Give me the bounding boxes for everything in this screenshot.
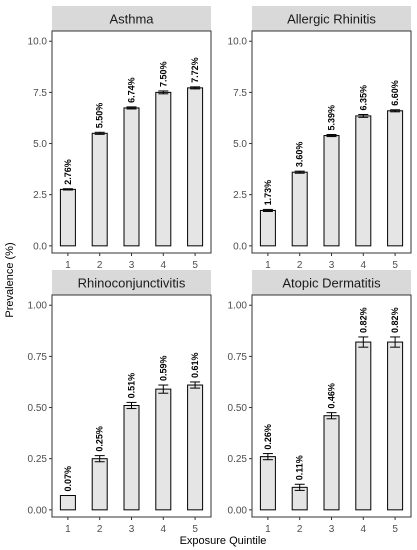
x-tick-label: 5 <box>192 260 198 271</box>
y-tick-label: 0.75 <box>228 352 248 363</box>
x-tick-label: 3 <box>329 524 335 535</box>
bar <box>259 456 276 511</box>
bar <box>59 495 76 511</box>
bar <box>91 132 108 247</box>
x-tick-label: 2 <box>97 260 103 271</box>
bar <box>59 188 76 247</box>
bar <box>155 388 172 511</box>
bar <box>123 107 140 247</box>
panel-strip <box>252 270 411 295</box>
y-tick-label: 2.5 <box>233 190 247 201</box>
y-tick-label: 0.0 <box>33 241 47 252</box>
y-tick-label: 0.25 <box>228 454 248 465</box>
x-tick-label: 4 <box>161 260 167 271</box>
y-tick-label: 10.0 <box>228 37 248 48</box>
data-label: 2.76% <box>63 159 73 185</box>
y-tick-label: 10.0 <box>28 37 48 48</box>
panel-strip <box>252 6 411 31</box>
data-label: 0.82% <box>390 307 400 333</box>
y-tick-label: 1.00 <box>28 301 48 312</box>
data-label: 6.35% <box>358 85 368 111</box>
data-label: 0.61% <box>190 352 200 378</box>
y-tick-label: 0.00 <box>228 505 248 516</box>
x-tick-label: 4 <box>361 524 367 535</box>
data-label: 3.60% <box>295 142 305 168</box>
x-tick-label: 1 <box>65 524 71 535</box>
x-tick-label: 1 <box>265 260 271 271</box>
x-tick-label: 2 <box>297 260 303 271</box>
panel-title: Atopic Dermatitis <box>282 276 381 291</box>
bar <box>155 91 172 247</box>
data-label: 0.11% <box>295 455 305 480</box>
panel-strip <box>52 6 211 31</box>
data-label: 0.46% <box>327 383 337 409</box>
bar <box>387 341 404 511</box>
data-label: 0.07% <box>63 466 73 492</box>
x-tick-label: 2 <box>297 524 303 535</box>
x-tick-label: 2 <box>97 524 103 535</box>
y-tick-label: 0.50 <box>28 403 48 414</box>
panel-3: Rhinoconjunctivitis 0.00 0.25 0.50 0.75 1.00 1… <box>28 270 212 535</box>
bar <box>323 415 340 511</box>
y-tick-label: 7.5 <box>33 88 47 99</box>
bar <box>187 384 204 511</box>
x-tick-label: 5 <box>392 524 398 535</box>
bar <box>123 404 140 511</box>
data-label: 0.26% <box>263 424 273 450</box>
y-tick-label: 2.5 <box>33 190 47 201</box>
y-tick-label: 7.5 <box>233 88 247 99</box>
y-tick-label: 5.0 <box>233 139 247 150</box>
x-tick-label: 3 <box>329 260 335 271</box>
panel-strip <box>52 270 211 295</box>
y-tick-label: 0.00 <box>28 505 48 516</box>
x-tick-label: 4 <box>361 260 367 271</box>
panel-title: Rhinoconjunctivitis <box>78 276 186 291</box>
x-tick-label: 4 <box>161 524 167 535</box>
data-label: 5.50% <box>95 103 105 129</box>
bar <box>187 87 204 247</box>
panel-title: Asthma <box>109 12 154 27</box>
panel-4: Atopic Dermatitis 0.00 0.25 0.50 0.75 1.00 1 2 3… <box>228 270 412 535</box>
x-tick-label: 3 <box>129 260 135 271</box>
y-axis-title: Prevalence (%) <box>4 242 16 317</box>
data-label: 7.72% <box>190 57 200 83</box>
data-label: 7.50% <box>158 61 168 87</box>
bar <box>387 110 404 247</box>
x-tick-label: 3 <box>129 524 135 535</box>
data-label: 0.51% <box>127 373 137 399</box>
x-axis-title: Exposure Quintile <box>180 535 267 547</box>
data-label: 6.60% <box>390 80 400 106</box>
x-tick-label: 1 <box>65 260 71 271</box>
x-tick-label: 5 <box>392 260 398 271</box>
panel-title: Allergic Rhinitis <box>287 12 376 27</box>
y-tick-label: 0.75 <box>28 352 48 363</box>
y-tick-label: 0.50 <box>228 403 248 414</box>
bar <box>291 171 308 247</box>
data-label: 0.25% <box>95 426 105 452</box>
bar <box>91 458 108 511</box>
x-tick-label: 1 <box>265 524 271 535</box>
y-tick-label: 1.00 <box>228 301 248 312</box>
y-tick-label: 0.0 <box>233 241 247 252</box>
data-label: 6.74% <box>127 77 137 103</box>
bar <box>259 209 276 247</box>
bar <box>323 135 340 247</box>
panel-2: Allergic Rhinitis 0.0 2.5 5.0 7.5 10.0 1 2 3 4 5 1.… <box>228 6 412 271</box>
y-tick-label: 0.25 <box>28 454 48 465</box>
data-label: 0.59% <box>158 355 168 381</box>
panel-1: Asthma 0.0 2.5 5.0 7.5 10.0 1 2 3 4 5 2.76% 5.50% 6.7… <box>28 6 212 271</box>
data-label: 0.82% <box>358 307 368 333</box>
data-label: 1.73% <box>263 180 273 206</box>
bar <box>355 341 372 511</box>
x-tick-label: 5 <box>192 524 198 535</box>
bar <box>355 115 372 247</box>
data-label: 5.39% <box>327 105 337 131</box>
y-tick-label: 5.0 <box>33 139 47 150</box>
